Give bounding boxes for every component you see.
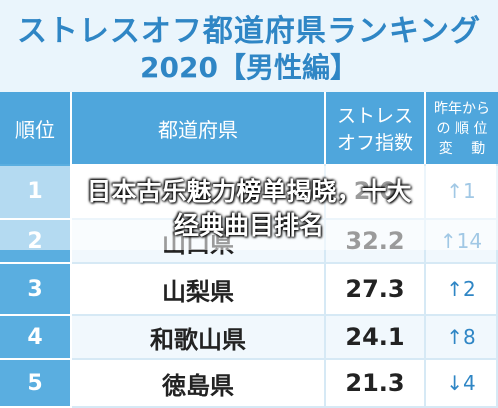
header-line: 昨年から — [434, 101, 490, 117]
score-cell: 24.1 — [326, 316, 426, 360]
header-line: オフ指数 — [336, 132, 413, 154]
score-cell: 21.3 — [326, 360, 426, 408]
title-area — [0, 0, 498, 92]
prefecture-cell: 和歌山県 — [72, 316, 326, 360]
subtitle: 2020【男性編】 — [140, 51, 358, 84]
rank-cell: 3 — [0, 264, 72, 316]
header-cell: 順位 — [0, 92, 72, 164]
prefecture-cell: 山梨県 — [72, 264, 326, 316]
change-cell: ↑2 — [426, 264, 498, 316]
header-cell: 都道府県 — [72, 92, 326, 164]
header-line: ストレス — [336, 105, 413, 127]
change-cell: ↑8 — [426, 316, 498, 360]
overlay-band — [0, 166, 498, 250]
overlay-text: 日本古乐魅力榜单揭晓，十大 — [86, 177, 412, 206]
overlay-text: 经典曲目排名 — [173, 211, 324, 240]
header-line: 変 動 — [438, 141, 486, 157]
header-cell: 昨年から の 順 位 変 動 — [426, 92, 498, 164]
change-cell: ↓4 — [426, 360, 498, 408]
score-cell: 27.3 — [326, 264, 426, 316]
rank-cell: 5 — [0, 360, 72, 408]
prefecture-cell: 徳島県 — [72, 360, 326, 408]
title: ストレスオフ都道府県ランキング — [16, 14, 482, 49]
header-cell: ストレス オフ指数 — [326, 92, 426, 164]
header-line: の 順 位 — [436, 121, 488, 137]
rank-cell: 4 — [0, 316, 72, 360]
